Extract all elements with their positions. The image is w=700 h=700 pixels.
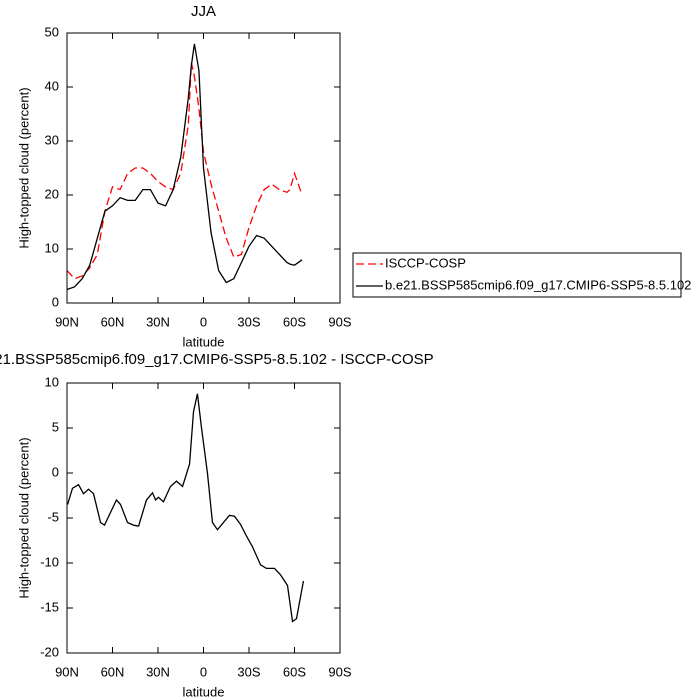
x-tick-label: 60S bbox=[283, 314, 306, 329]
chart-title: JJA bbox=[191, 3, 216, 20]
x-tick-label: 90N bbox=[55, 314, 79, 329]
legend-label: b.e21.BSSP585cmip6.f09_g17.CMIP6-SSP5-8.… bbox=[385, 277, 691, 292]
x-tick-label: 0 bbox=[200, 664, 207, 679]
legend-box bbox=[352, 252, 682, 298]
x-tick-label: 30N bbox=[146, 664, 170, 679]
y-tick-label: 50 bbox=[45, 24, 59, 39]
y-axis-label: High-topped cloud (percent) bbox=[16, 437, 31, 598]
x-tick-label: 90S bbox=[328, 314, 351, 329]
x-tick-label: 30N bbox=[146, 314, 170, 329]
y-tick-label: 30 bbox=[45, 132, 59, 147]
y-tick-label: 40 bbox=[45, 78, 59, 93]
y-tick-label: 10 bbox=[45, 374, 59, 389]
x-tick-label: 90S bbox=[328, 664, 351, 679]
data-line bbox=[66, 62, 303, 280]
x-tick-label: 90N bbox=[55, 664, 79, 679]
data-line bbox=[66, 43, 303, 291]
y-tick-label: 0 bbox=[52, 464, 59, 479]
x-tick-label: 0 bbox=[200, 314, 207, 329]
x-tick-label: 30S bbox=[237, 664, 260, 679]
legend-label: ISCCP-COSP bbox=[385, 255, 466, 270]
y-axis-label: High-topped cloud (percent) bbox=[16, 87, 31, 248]
x-tick-label: 30S bbox=[237, 314, 260, 329]
x-axis-label: latitude bbox=[183, 684, 225, 699]
y-tick-label: 10 bbox=[45, 240, 59, 255]
x-tick-label: 60N bbox=[101, 664, 125, 679]
plot-frame bbox=[66, 32, 341, 304]
y-tick-label: -20 bbox=[40, 644, 59, 659]
y-tick-label: -10 bbox=[40, 554, 59, 569]
y-tick-label: -15 bbox=[40, 599, 59, 614]
y-tick-label: -5 bbox=[47, 509, 59, 524]
x-tick-label: 60N bbox=[101, 314, 125, 329]
y-tick-label: 0 bbox=[52, 294, 59, 309]
chart-title: b.e21.BSSP585cmip6.f09_g17.CMIP6-SSP5-8.… bbox=[0, 351, 434, 368]
y-tick-label: 5 bbox=[52, 419, 59, 434]
y-tick-label: 20 bbox=[45, 186, 59, 201]
plot-frame bbox=[66, 382, 341, 654]
x-tick-label: 60S bbox=[283, 664, 306, 679]
data-line bbox=[66, 393, 305, 623]
x-axis-label: latitude bbox=[183, 334, 225, 349]
